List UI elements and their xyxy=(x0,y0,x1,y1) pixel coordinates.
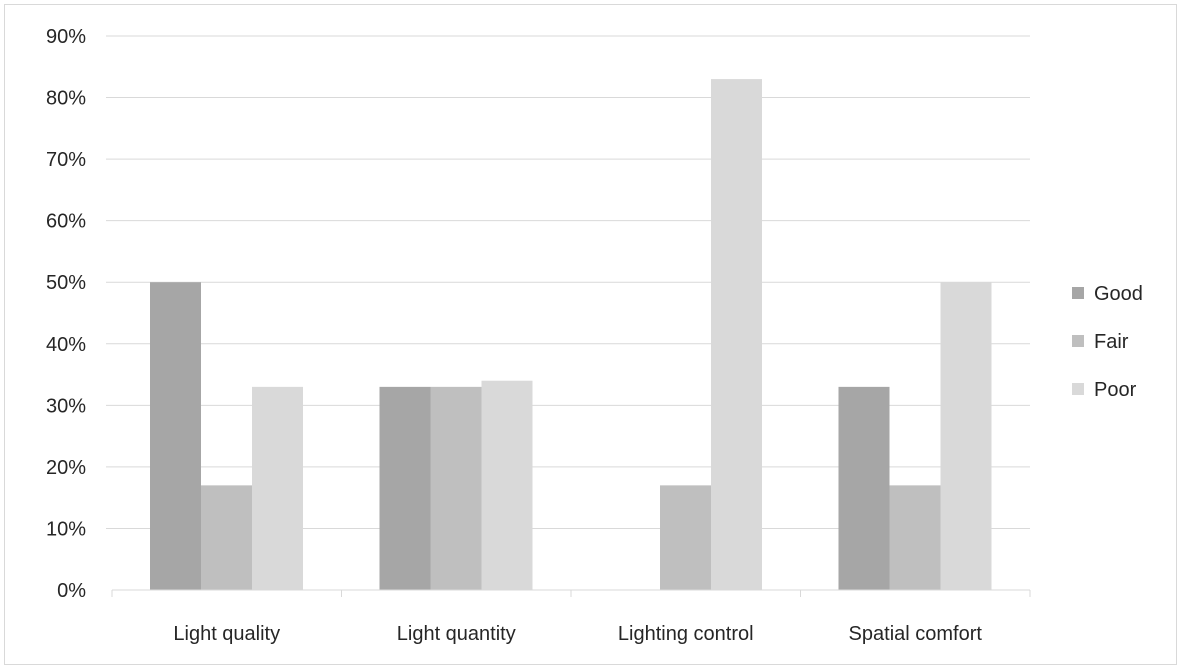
bar-fair xyxy=(430,386,482,590)
y-tick-label: 30% xyxy=(46,395,86,417)
y-tick-label: 20% xyxy=(46,457,86,479)
legend-label-good: Good xyxy=(1094,283,1143,305)
legend: Good Fair Poor xyxy=(1072,283,1143,401)
gridlines xyxy=(106,35,1030,529)
bar-good xyxy=(379,386,431,590)
y-tick-label: 80% xyxy=(46,88,86,110)
y-tick-label: 10% xyxy=(46,518,86,540)
legend-swatch-poor xyxy=(1072,383,1084,395)
y-tick-labels: 0% 10% 20% 30% 40% 50% 60% 70% 80% 90% xyxy=(46,26,86,602)
bar-fair xyxy=(889,485,941,590)
x-tick-label: Light quantity xyxy=(397,623,516,645)
y-tick-label: 0% xyxy=(57,580,86,602)
y-tick-label: 90% xyxy=(46,26,86,48)
bar-good xyxy=(838,386,890,590)
x-tick-label: Spatial comfort xyxy=(849,623,983,645)
x-tick-label: Lighting control xyxy=(618,623,754,645)
y-tick-label: 60% xyxy=(46,211,86,233)
bar-poor xyxy=(940,282,992,590)
x-tick-label: Light quality xyxy=(173,623,280,645)
bar-poor xyxy=(711,79,762,590)
axes xyxy=(111,589,1031,597)
y-tick-label: 70% xyxy=(46,149,86,171)
bars xyxy=(150,79,992,590)
bar-poor xyxy=(252,386,303,590)
y-tick-label: 40% xyxy=(46,334,86,356)
x-tick-labels: Light quality Light quantity Lighting cont… xyxy=(173,623,982,645)
legend-label-fair: Fair xyxy=(1094,331,1129,353)
legend-swatch-good xyxy=(1072,287,1084,299)
legend-swatch-fair xyxy=(1072,335,1084,347)
bar-fair xyxy=(660,485,711,590)
bar-poor xyxy=(481,380,533,590)
y-tick-label: 50% xyxy=(46,272,86,294)
bar-fair xyxy=(201,485,252,590)
legend-label-poor: Poor xyxy=(1094,379,1137,401)
bar-good xyxy=(150,282,201,590)
